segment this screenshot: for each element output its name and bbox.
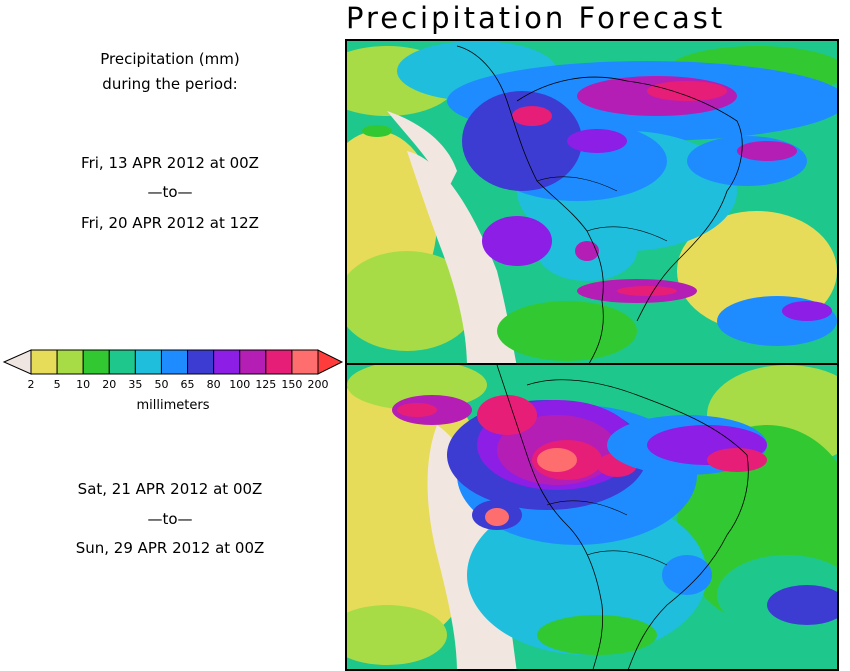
page-title: Precipitation Forecast (346, 1, 726, 35)
legend-swatch (30, 349, 58, 375)
legend-swatch (239, 349, 267, 375)
period1-start: Fri, 13 APR 2012 at 00Z (81, 154, 259, 172)
legend-colorbar (2, 349, 344, 375)
legend-tick-label: 80 (206, 378, 221, 391)
legend-tick-label: 150 (281, 378, 303, 391)
period-label-line1: Precipitation (mm) (100, 50, 240, 68)
period2-end: Sun, 29 APR 2012 at 00Z (75, 539, 265, 557)
legend-units: millimeters (136, 398, 210, 413)
map2-field (347, 365, 837, 669)
map1-field (347, 41, 837, 363)
legend-swatch (160, 349, 189, 375)
legend-over-arrow (317, 349, 344, 375)
legend-tick-label: 100 (229, 378, 251, 391)
period1-end: Fri, 20 APR 2012 at 12Z (81, 214, 259, 232)
forecast-map-period1 (345, 39, 839, 365)
legend-swatch (265, 349, 293, 375)
legend-tick-label: 2 (27, 378, 35, 391)
legend-tick-label: 125 (255, 378, 277, 391)
legend-swatch (134, 349, 162, 375)
legend-tick-label: 65 (180, 378, 195, 391)
legend-tick-label: 10 (76, 378, 91, 391)
period2-start: Sat, 21 APR 2012 at 00Z (77, 480, 263, 498)
period1-separator: —to— (147, 183, 193, 201)
period2-separator: —to— (147, 510, 193, 528)
legend-ticks: 2 5 10 20 35 50 65 80 100 125 150 200 (0, 378, 346, 394)
legend-swatch (108, 349, 136, 375)
legend-swatch (291, 349, 319, 375)
legend-swatch (56, 349, 84, 375)
legend-swatch (213, 349, 241, 375)
legend-tick-label: 20 (102, 378, 117, 391)
legend-tick-label: 200 (307, 378, 329, 391)
legend-swatch (187, 349, 215, 375)
color-legend (0, 346, 346, 416)
period-label-line2: during the period: (102, 75, 238, 93)
legend-tick-label: 50 (154, 378, 169, 391)
legend-under-arrow (2, 349, 32, 375)
legend-tick-label: 5 (53, 378, 61, 391)
legend-swatch (82, 349, 110, 375)
forecast-map-period2 (345, 363, 839, 671)
legend-tick-label: 35 (128, 378, 143, 391)
